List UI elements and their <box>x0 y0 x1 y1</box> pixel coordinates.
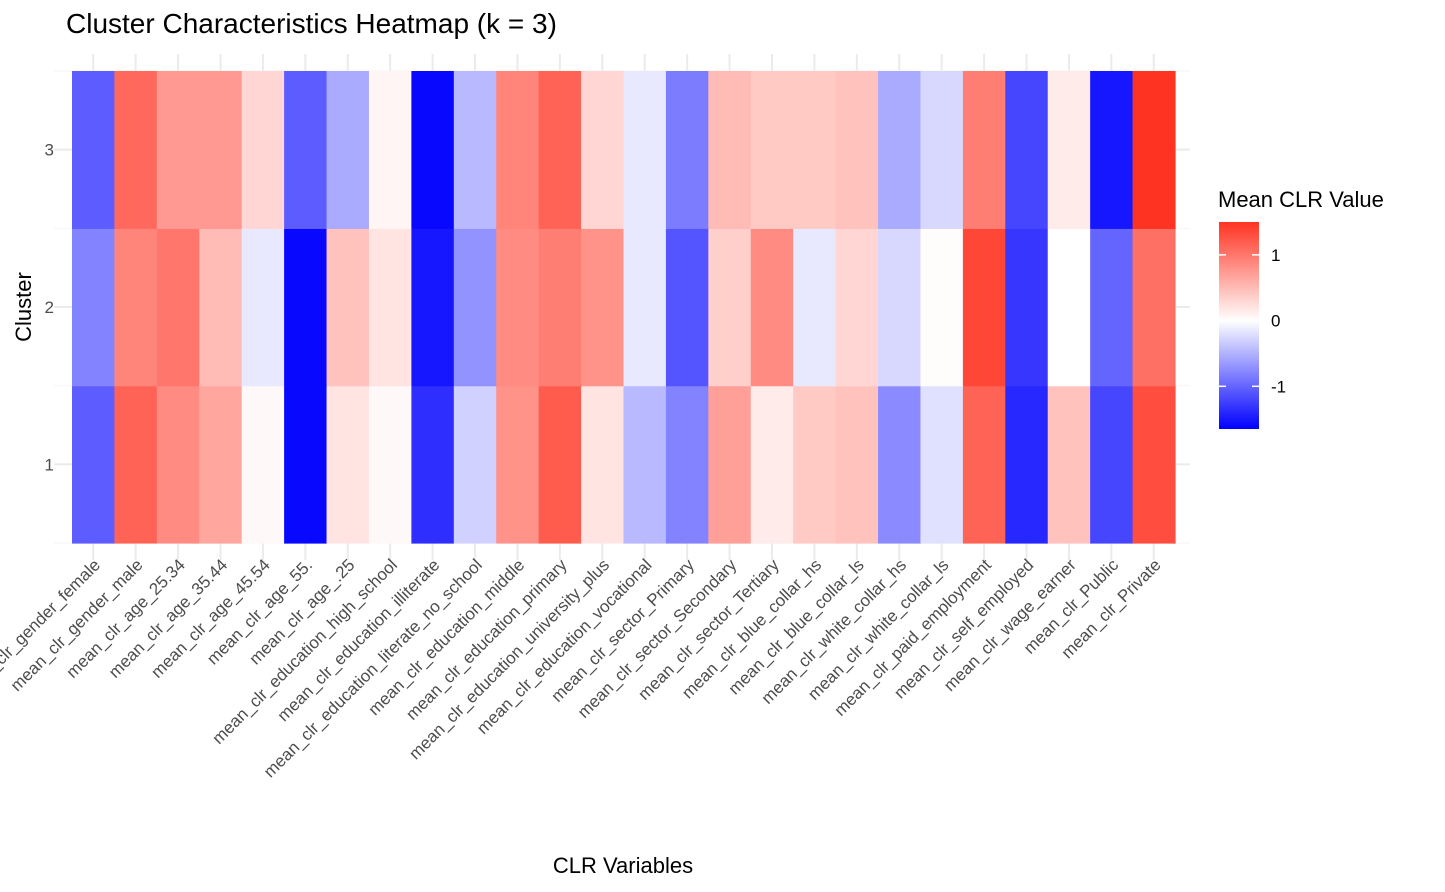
heatmap-cell <box>1132 71 1176 229</box>
heatmap-cell <box>750 71 794 229</box>
heatmap-cell <box>72 228 116 387</box>
heatmap-cell <box>326 71 370 229</box>
chart-title: Cluster Characteristics Heatmap (k = 3) <box>66 8 557 39</box>
heatmap-cell <box>878 385 922 544</box>
heatmap-cell <box>1047 385 1091 544</box>
heatmap-cell <box>326 385 370 544</box>
heatmap-cell <box>878 228 922 387</box>
legend-colorbar <box>1219 222 1259 429</box>
heatmap-cell <box>1005 385 1049 544</box>
heatmap-cell <box>453 385 497 544</box>
heatmap-cell <box>241 71 285 229</box>
heatmap-cell <box>538 385 582 544</box>
heatmap-cell <box>368 228 412 387</box>
heatmap-cell <box>114 71 158 229</box>
heatmap-cell <box>496 228 540 387</box>
heatmap-cell <box>581 385 625 544</box>
heatmap-cell <box>665 228 709 387</box>
heatmap-cell <box>920 385 964 544</box>
x-axis-title: CLR Variables <box>553 853 693 878</box>
heatmap-cell <box>1047 71 1091 229</box>
y-axis-title: Cluster <box>11 272 36 342</box>
heatmap-cell <box>920 228 964 387</box>
heatmap-cell <box>156 385 200 544</box>
heatmap-cell <box>496 71 540 229</box>
heatmap-cell <box>411 228 455 387</box>
heatmap-cell <box>962 71 1006 229</box>
heatmap-cell <box>962 228 1006 387</box>
heatmap-cell <box>581 228 625 387</box>
heatmap-cell <box>665 71 709 229</box>
heatmap-cell <box>199 228 243 387</box>
heatmap-cell <box>284 71 328 229</box>
heatmap-cell <box>623 228 667 387</box>
heatmap-cell <box>496 385 540 544</box>
legend-tick-label: 0 <box>1271 312 1280 331</box>
heatmap-cell <box>453 71 497 229</box>
heatmap-cells <box>72 71 1176 544</box>
heatmap-cell <box>1132 385 1176 544</box>
heatmap-cell <box>156 71 200 229</box>
heatmap-cell <box>665 385 709 544</box>
heatmap-cell <box>72 385 116 544</box>
legend-title: Mean CLR Value <box>1218 187 1384 212</box>
heatmap-cell <box>1047 228 1091 387</box>
heatmap-cell <box>1090 228 1134 387</box>
heatmap-cell <box>750 228 794 387</box>
heatmap-cell <box>708 385 752 544</box>
heatmap-cell <box>411 385 455 544</box>
heatmap-cell <box>835 228 879 387</box>
heatmap-cell <box>241 385 285 544</box>
heatmap-cell <box>326 228 370 387</box>
y-tick-label: 3 <box>45 141 54 160</box>
heatmap-cell <box>793 385 837 544</box>
heatmap-cell <box>241 228 285 387</box>
heatmap-cell <box>835 385 879 544</box>
heatmap-cell <box>793 71 837 229</box>
heatmap-cell <box>793 228 837 387</box>
heatmap-cell <box>708 228 752 387</box>
heatmap-cell <box>1005 71 1049 229</box>
legend-tick-label: 1 <box>1271 246 1280 265</box>
heatmap-cell <box>538 228 582 387</box>
heatmap-cell <box>623 71 667 229</box>
heatmap-cell <box>411 71 455 229</box>
heatmap-cell <box>1090 385 1134 544</box>
heatmap-cell <box>581 71 625 229</box>
heatmap-cell <box>284 228 328 387</box>
heatmap-cell <box>920 71 964 229</box>
heatmap-cell <box>1005 228 1049 387</box>
heatmap-cell <box>1132 228 1176 387</box>
heatmap-cell <box>878 71 922 229</box>
heatmap-cell <box>962 385 1006 544</box>
heatmap-cell <box>114 228 158 387</box>
y-axis-ticks: 1 2 3 <box>45 141 54 475</box>
heatmap-cell <box>199 385 243 544</box>
heatmap-cell <box>538 71 582 229</box>
legend-tick-label: -1 <box>1271 377 1286 396</box>
heatmap-cell <box>114 385 158 544</box>
heatmap-cell <box>623 385 667 544</box>
heatmap-cell <box>156 228 200 387</box>
heatmap-cell <box>708 71 752 229</box>
heatmap-cell <box>453 228 497 387</box>
heatmap-cell <box>368 385 412 544</box>
heatmap-cell <box>368 71 412 229</box>
y-tick-label: 2 <box>45 298 54 317</box>
heatmap-cell <box>72 71 116 229</box>
heatmap-cell <box>284 385 328 544</box>
heatmap-cell <box>835 71 879 229</box>
heatmap-cell <box>199 71 243 229</box>
heatmap-cell <box>1090 71 1134 229</box>
legend-ticks: 1 0 -1 <box>1219 246 1286 396</box>
x-axis-ticks: mean_clr_gender_femalemean_clr_gender_ma… <box>0 555 1165 781</box>
y-tick-label: 1 <box>45 455 54 474</box>
color-legend: Mean CLR Value 1 0 -1 <box>1218 187 1384 429</box>
heatmap-cell <box>750 385 794 544</box>
